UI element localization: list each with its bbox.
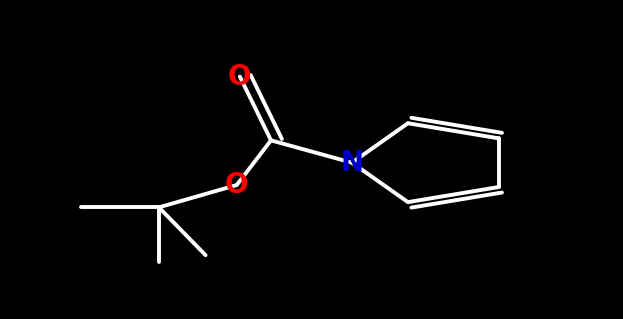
Text: O: O xyxy=(228,63,252,91)
Text: N: N xyxy=(340,149,364,177)
Text: O: O xyxy=(225,171,249,199)
